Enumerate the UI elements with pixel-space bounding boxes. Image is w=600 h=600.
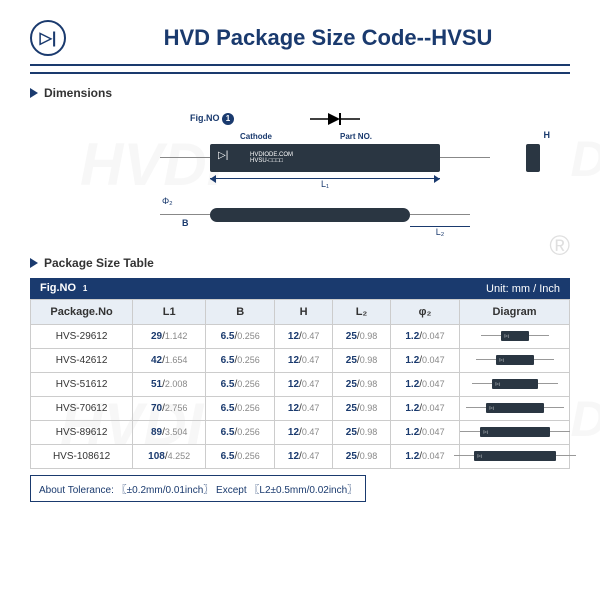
col-header: L₂	[333, 300, 391, 325]
component-side-view	[210, 208, 410, 222]
table-row: HVS-5161251/2.0086.5/0.25612/0.4725/0.98…	[31, 373, 570, 397]
col-header: Package.No	[31, 300, 133, 325]
table-title-bar: Fig.NO 1 Unit: mm / Inch	[30, 278, 570, 299]
col-header: φ₂	[390, 300, 459, 325]
table-row: HVS-8961289/3.5046.5/0.25612/0.4725/0.98…	[31, 421, 570, 445]
col-header: B	[206, 300, 275, 325]
dimension-diagram: Fig.NO 1 Cathode Part NO. ▷| HVDIODE.COM…	[30, 108, 570, 248]
component-top-view: Cathode Part NO. ▷| HVDIODE.COMHVSU-□□□□	[210, 144, 440, 172]
section-table: Package Size Table	[30, 256, 570, 270]
table-row: HVS-108612108/4.2526.5/0.25612/0.4725/0.…	[31, 445, 570, 469]
diode-symbol-icon	[310, 111, 360, 127]
package-size-table: Package.NoL1BHL₂φ₂Diagram HVS-2961229/1.…	[30, 299, 570, 469]
header: ▷| HVD Package Size Code--HVSU	[30, 20, 570, 66]
header-underline	[30, 72, 570, 74]
page-title: HVD Package Size Code--HVSU	[86, 25, 570, 51]
table-row: HVS-7061270/2.7566.5/0.25612/0.4725/0.98…	[31, 397, 570, 421]
h-dimension-box	[526, 144, 540, 172]
col-header: Diagram	[460, 300, 570, 325]
col-header: L1	[133, 300, 206, 325]
triangle-icon	[30, 258, 38, 268]
logo-icon: ▷|	[30, 20, 66, 56]
table-row: HVS-4261242/1.6546.5/0.25612/0.4725/0.98…	[31, 349, 570, 373]
section-dimensions: Dimensions	[30, 86, 570, 100]
table-row: HVS-2961229/1.1426.5/0.25612/0.4725/0.98…	[31, 325, 570, 349]
col-header: H	[275, 300, 333, 325]
triangle-icon	[30, 88, 38, 98]
tolerance-note: About Tolerance: 〖±0.2mm/0.01inch〗 Excep…	[30, 475, 366, 502]
